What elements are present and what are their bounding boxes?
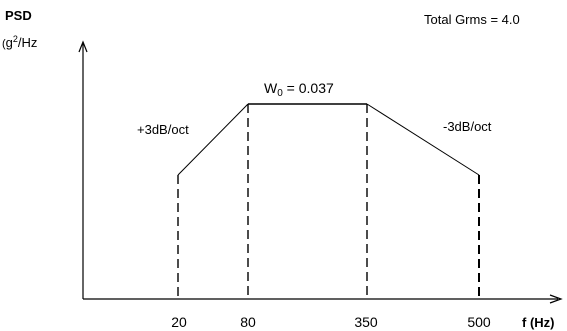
unit-open-paren: ( <box>2 38 6 50</box>
unit-exponent: 2 <box>13 34 18 44</box>
x-tick-label: 500 <box>467 314 491 330</box>
rise-slope-label: +3dB/oct <box>137 122 189 137</box>
plateau-symbol: W <box>264 80 278 96</box>
unit-base: g <box>6 35 13 50</box>
x-tick-label: 20 <box>171 314 187 330</box>
x-axis-label: f (Hz) <box>522 315 555 330</box>
plateau-label: W0 = 0.037 <box>264 80 334 99</box>
total-grms-label: Total Grms = 4.0 <box>424 12 520 27</box>
fall-slope-label: -3dB/oct <box>443 119 492 134</box>
y-axis-arrow <box>78 40 88 53</box>
plateau-value: = 0.037 <box>283 80 334 96</box>
x-axis-arrow <box>549 294 563 304</box>
y-axis-unit: (g2/Hz <box>2 34 37 50</box>
x-tick-label: 80 <box>240 314 256 330</box>
rise-line <box>177 103 249 176</box>
unit-rest: /Hz <box>18 35 38 50</box>
x-tick-label: 350 <box>354 314 378 330</box>
plateau-subscript: 0 <box>277 88 283 99</box>
y-axis-label: PSD <box>5 8 32 23</box>
fall-line <box>366 103 480 176</box>
